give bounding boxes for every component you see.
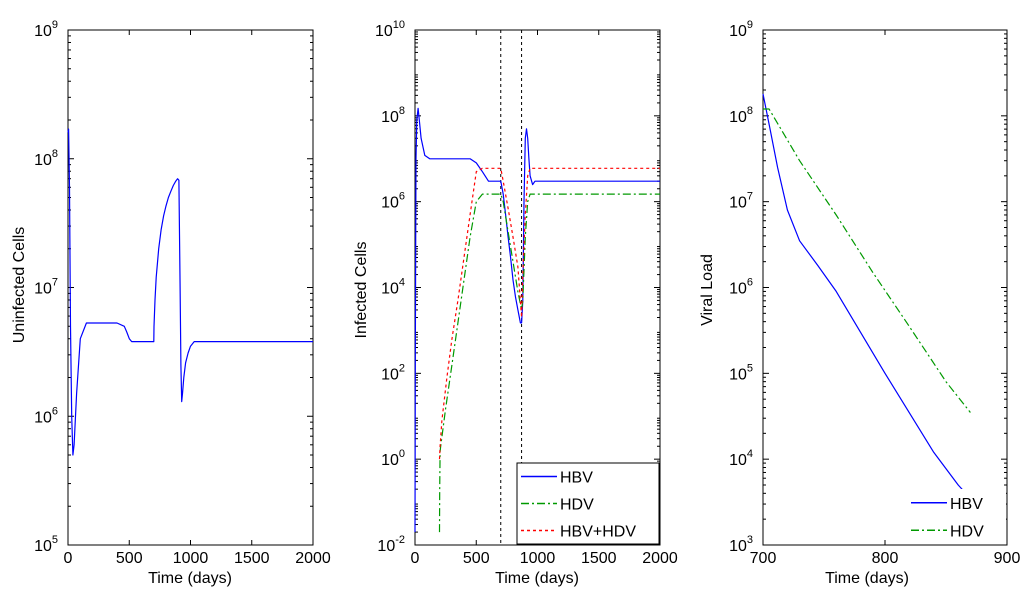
- y-tick-label: 108: [729, 105, 753, 126]
- x-tick-label: 900: [994, 550, 1020, 567]
- x-tick-label: 1500: [581, 550, 617, 567]
- y-tick-label: 104: [729, 448, 753, 469]
- y-tick-label: 108: [34, 148, 58, 169]
- legend-label: HBV: [560, 470, 593, 487]
- legend-label: HBV+HDV: [560, 524, 636, 541]
- y-tick-label: 10-2: [377, 534, 405, 555]
- x-axis-label: Time (days): [148, 570, 232, 587]
- y-axis-label: Uninfected Cells: [11, 227, 28, 344]
- legend-label: HDV: [560, 497, 594, 514]
- legend: HBV HDV: [907, 489, 1006, 544]
- y-tick-label: 1010: [375, 19, 405, 40]
- infected-cells-panel: 0 500 1000 1500 2000 10-2 100 102 104 106 108 1010 H…: [353, 19, 678, 587]
- x-tick-label: 0: [64, 550, 73, 567]
- y-tick-label: 109: [34, 19, 58, 40]
- x-tick-label: 700: [750, 550, 777, 567]
- y-tick-label: 105: [729, 362, 753, 383]
- y-tick-label: 100: [381, 448, 405, 469]
- x-tick-label: 500: [463, 550, 490, 567]
- infected-cells-plot-area: 0 500 1000 1500 2000 10-2 100 102 104 106 108 1010 H…: [375, 19, 678, 567]
- uninfected-cells-plot-area: 0 500 1000 1500 2000 105 106 107 108 109: [34, 19, 331, 567]
- x-tick-label: 800: [872, 550, 899, 567]
- legend-label: HDV: [950, 523, 984, 540]
- x-tick-label: 1000: [520, 550, 556, 567]
- plot-frame: [763, 30, 1007, 545]
- y-axis-label: Infected Cells: [353, 242, 370, 339]
- y-axis-label: Viral Load: [699, 254, 716, 326]
- x-tick-label: 2000: [295, 550, 331, 567]
- uninfected-cells-panel: 0 500 1000 1500 2000 105 106 107 108 109 Time (da…: [11, 19, 331, 587]
- y-tick-label: 106: [34, 405, 58, 426]
- x-axis-label: Time (days): [495, 570, 579, 587]
- legend-label: HBV: [950, 496, 983, 513]
- y-tick-label: 102: [381, 362, 405, 383]
- y-tick-label: 104: [381, 277, 405, 298]
- y-tick-label: 106: [381, 191, 405, 212]
- y-tick-label: 107: [34, 277, 58, 298]
- x-tick-label: 1500: [234, 550, 270, 567]
- y-tick-label: 107: [729, 191, 753, 212]
- y-tick-label: 109: [729, 19, 753, 40]
- x-tick-label: 500: [116, 550, 143, 567]
- x-tick-label: 1000: [173, 550, 209, 567]
- x-tick-label: 0: [411, 550, 420, 567]
- plot-frame: [68, 30, 313, 545]
- y-tick-label: 105: [34, 534, 58, 555]
- x-axis-label: Time (days): [825, 570, 909, 587]
- y-tick-label: 106: [729, 277, 753, 298]
- y-tick-label: 108: [381, 105, 405, 126]
- x-tick-label: 2000: [642, 550, 678, 567]
- legend: HBV HDV HBV+HDV: [517, 463, 659, 544]
